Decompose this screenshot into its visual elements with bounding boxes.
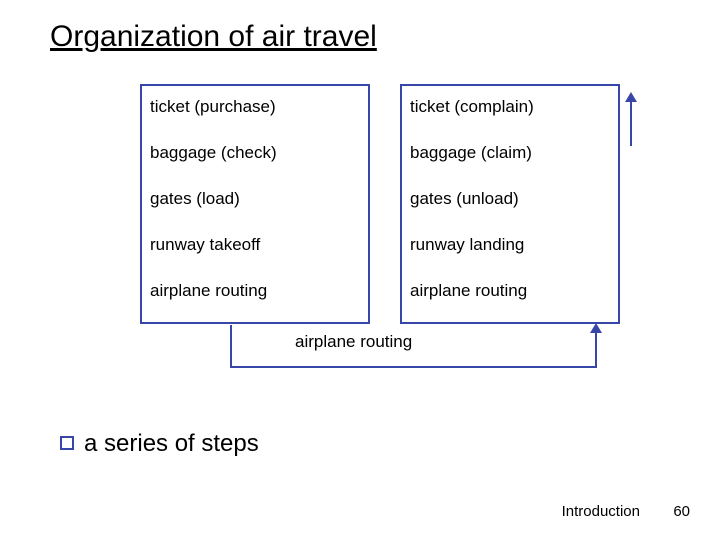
- page-number: 60: [673, 503, 690, 520]
- row-item: runway landing: [402, 232, 532, 258]
- row-item: airplane routing: [142, 278, 275, 304]
- bullet-square-icon: [60, 436, 74, 450]
- row-item: gates (unload): [402, 186, 527, 212]
- bottom-routing-label: airplane routing: [295, 332, 412, 352]
- diagram: ticket (purchase) baggage (check) gates (l…: [100, 84, 660, 384]
- row-item: baggage (check): [142, 140, 285, 166]
- row-item: ticket (purchase): [142, 94, 284, 120]
- row-item: ticket (complain): [402, 94, 542, 120]
- slide-title: Organization of air travel: [50, 20, 680, 54]
- bullet-text: a series of steps: [84, 430, 259, 457]
- right-column-box: ticket (complain) baggage (claim) gates (u…: [400, 84, 620, 324]
- slide: Organization of air travel ticket (purch…: [0, 0, 720, 540]
- row-item: baggage (claim): [402, 140, 540, 166]
- row-item: runway takeoff: [142, 232, 268, 258]
- bullet-item: a series of steps: [60, 430, 259, 458]
- row-item: airplane routing: [402, 278, 535, 304]
- left-column-box: ticket (purchase) baggage (check) gates (l…: [140, 84, 370, 324]
- arrowhead-up-icon: [625, 92, 637, 102]
- row-item: gates (load): [142, 186, 248, 212]
- arrowhead-up-icon: [590, 323, 602, 333]
- footer-section-label: Introduction: [562, 503, 640, 520]
